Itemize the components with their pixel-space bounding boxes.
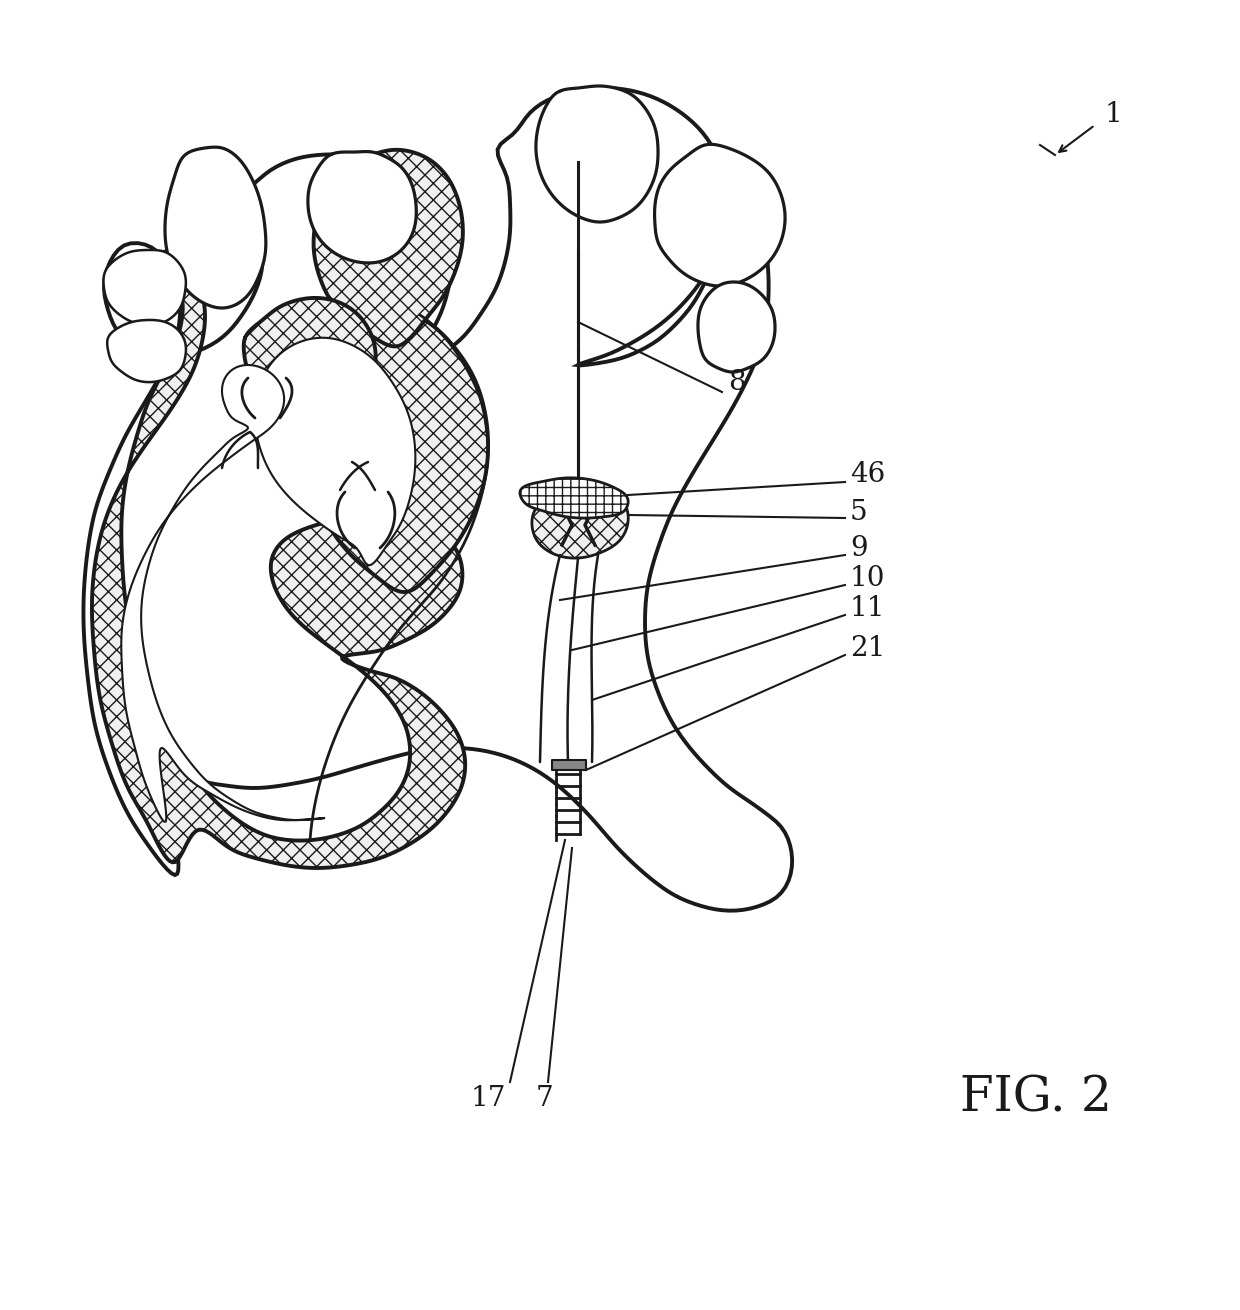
Polygon shape [552,760,587,770]
Text: 21: 21 [849,634,885,662]
Text: 7: 7 [536,1085,554,1111]
Polygon shape [92,252,465,869]
Text: 17: 17 [470,1085,506,1111]
Polygon shape [74,100,800,950]
Text: 10: 10 [849,565,885,592]
Polygon shape [296,307,489,592]
Polygon shape [520,478,629,517]
Polygon shape [244,297,376,418]
Polygon shape [165,147,265,308]
Polygon shape [103,250,186,325]
Text: 8: 8 [728,368,745,396]
Polygon shape [83,88,792,910]
Polygon shape [655,144,785,286]
Text: 11: 11 [849,595,885,621]
Polygon shape [255,338,415,565]
Polygon shape [698,282,775,372]
Text: 1: 1 [1105,101,1122,128]
Polygon shape [314,149,463,346]
Polygon shape [308,152,417,263]
Polygon shape [122,365,325,821]
Text: 9: 9 [849,534,868,562]
Polygon shape [107,320,186,383]
Polygon shape [532,487,629,558]
Polygon shape [536,86,658,221]
Text: 46: 46 [849,461,885,489]
Text: 5: 5 [849,499,868,525]
Text: FIG. 2: FIG. 2 [960,1074,1112,1121]
